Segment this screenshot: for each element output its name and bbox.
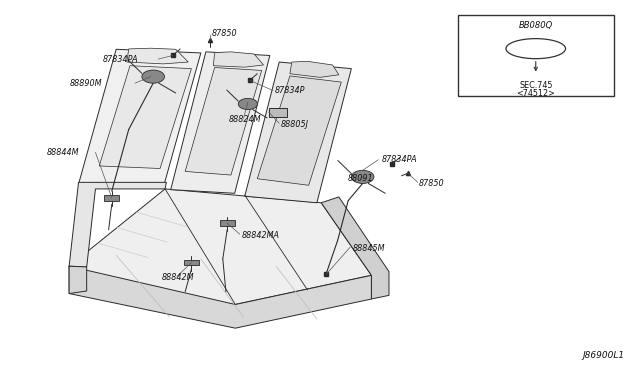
Text: 88824M: 88824M — [229, 115, 262, 124]
Polygon shape — [171, 52, 270, 193]
Text: 87850: 87850 — [212, 29, 237, 38]
Circle shape — [238, 99, 257, 109]
Bar — [269, 108, 287, 117]
Bar — [220, 220, 235, 226]
Polygon shape — [69, 266, 86, 294]
Ellipse shape — [506, 39, 566, 59]
Circle shape — [142, 70, 164, 83]
Text: BB080Q: BB080Q — [518, 21, 553, 30]
Text: 88805J: 88805J — [281, 120, 309, 129]
Text: 87834PA: 87834PA — [381, 155, 417, 164]
Text: 88890M: 88890M — [69, 79, 102, 88]
Text: 88842MA: 88842MA — [242, 231, 280, 240]
Text: 88842M: 88842M — [162, 273, 195, 282]
Polygon shape — [321, 197, 389, 299]
Text: 87850: 87850 — [419, 179, 445, 187]
Text: <74512>: <74512> — [516, 89, 555, 98]
Polygon shape — [69, 266, 371, 328]
Text: 87834PA: 87834PA — [102, 55, 138, 64]
Polygon shape — [213, 52, 264, 67]
Text: 88844M: 88844M — [47, 148, 79, 157]
Polygon shape — [69, 182, 166, 267]
Polygon shape — [69, 189, 371, 304]
Polygon shape — [290, 61, 339, 77]
Polygon shape — [185, 68, 262, 175]
Polygon shape — [257, 76, 341, 185]
FancyBboxPatch shape — [458, 15, 614, 96]
Polygon shape — [127, 48, 188, 64]
Bar — [184, 260, 199, 266]
Text: SEC.745: SEC.745 — [519, 81, 552, 90]
Polygon shape — [99, 66, 191, 169]
Polygon shape — [244, 62, 351, 203]
Text: 87834P: 87834P — [275, 86, 305, 95]
Circle shape — [351, 170, 374, 183]
Polygon shape — [79, 49, 201, 188]
Text: 88091: 88091 — [348, 174, 373, 183]
Text: J86900L1: J86900L1 — [582, 351, 624, 360]
Bar — [104, 195, 119, 201]
Text: 88845M: 88845M — [353, 244, 385, 253]
